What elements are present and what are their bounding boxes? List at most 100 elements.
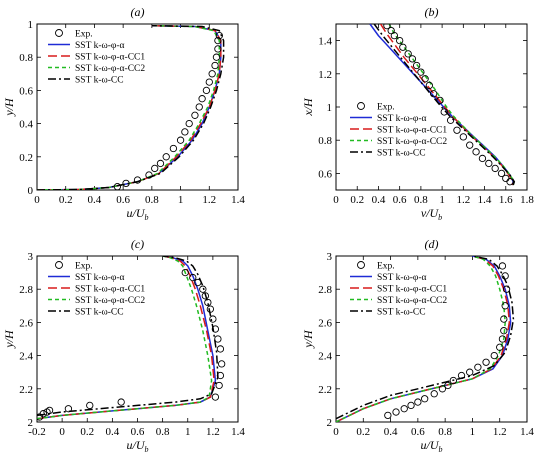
exp-data-point bbox=[478, 154, 487, 163]
exp-data-point bbox=[421, 75, 429, 83]
series-line-cc1 bbox=[37, 24, 222, 190]
y-tick-label: 3 bbox=[327, 251, 333, 263]
y-tick-label: 2.4 bbox=[318, 351, 332, 363]
x-tick-label: 0.6 bbox=[116, 194, 130, 206]
x-tick-label: 0.2 bbox=[356, 426, 370, 438]
exp-data-point bbox=[421, 395, 429, 403]
legend-label-exp: Exp. bbox=[377, 262, 395, 272]
y-tick-label: 1 bbox=[327, 102, 333, 114]
x-tick-label: 1.2 bbox=[493, 426, 507, 438]
y-tick-label: 0.4 bbox=[19, 119, 33, 131]
series-line-cc2 bbox=[37, 256, 213, 420]
x-tick-label: 0.4 bbox=[384, 426, 398, 438]
exp-data-point bbox=[457, 371, 466, 380]
exp-data-point bbox=[383, 24, 391, 30]
y-axis-label: y/H bbox=[2, 97, 16, 117]
x-axis-label: v/Ub bbox=[421, 206, 442, 222]
x-axis-label: u/Ub bbox=[127, 206, 149, 222]
legend-label-cc: SST k-ω-CC bbox=[377, 149, 426, 159]
exp-data-point bbox=[214, 45, 222, 53]
exp-data-point bbox=[414, 398, 422, 406]
exp-data-point bbox=[209, 315, 217, 323]
exp-data-point bbox=[169, 144, 178, 153]
y-tick-label: 1 bbox=[28, 19, 34, 31]
exp-data-point bbox=[215, 381, 223, 390]
exp-data-point bbox=[490, 351, 498, 360]
x-tick-label: 0.8 bbox=[414, 194, 428, 206]
y-tick-label: 0.2 bbox=[19, 152, 33, 164]
exp-data-point bbox=[417, 68, 425, 76]
exp-data-point bbox=[425, 81, 434, 90]
exp-data-point bbox=[218, 360, 226, 368]
exp-data-point bbox=[407, 401, 415, 410]
exp-data-point bbox=[204, 298, 212, 307]
exp-data-point bbox=[194, 278, 202, 287]
legend-label-cc: SST k-ω-CC bbox=[377, 308, 426, 318]
exp-data-point bbox=[502, 174, 510, 183]
exp-data-point bbox=[400, 405, 408, 413]
exp-data-point bbox=[429, 90, 438, 98]
x-tick-label: 0.2 bbox=[80, 426, 94, 438]
y-tick-label: 2 bbox=[28, 417, 34, 429]
series-line-cc2 bbox=[336, 256, 506, 422]
y-axis-label: y/H bbox=[2, 329, 16, 349]
exp-data-point bbox=[404, 50, 412, 58]
plot-area bbox=[37, 256, 226, 421]
legend-symbol-exp bbox=[55, 29, 63, 37]
x-tick-label: 1 bbox=[185, 426, 191, 438]
exp-data-point bbox=[198, 95, 206, 103]
exp-data-point bbox=[162, 153, 170, 161]
series-line-cc bbox=[336, 256, 515, 420]
exp-data-point bbox=[444, 381, 452, 390]
legend-label-cc1: SST k-ω-φ-α-CC1 bbox=[75, 285, 145, 295]
x-tick-label: 0.8 bbox=[145, 194, 159, 206]
plot-frame bbox=[335, 255, 528, 423]
exp-data-point bbox=[500, 315, 508, 323]
exp-data-point bbox=[440, 108, 448, 116]
exp-data-point bbox=[485, 159, 493, 168]
x-tick-label: 1.2 bbox=[206, 426, 220, 438]
y-tick-label: 2.4 bbox=[19, 351, 33, 363]
panel-label: (c) bbox=[131, 237, 144, 251]
legend-label-cc: SST k-ω-CC bbox=[75, 308, 124, 318]
y-tick-label: 0.6 bbox=[19, 85, 33, 97]
exp-data-point bbox=[501, 302, 509, 310]
x-tick-label: 0.8 bbox=[438, 426, 452, 438]
x-tick-label: 0.6 bbox=[411, 426, 425, 438]
exp-data-point bbox=[64, 405, 73, 413]
y-tick-label: 2.2 bbox=[19, 384, 33, 396]
x-tick-label: 0.4 bbox=[88, 194, 102, 206]
x-tick-label: 1.2 bbox=[456, 194, 470, 206]
exp-data-point bbox=[211, 393, 220, 401]
exp-data-point bbox=[215, 31, 223, 40]
x-tick-label: 1.4 bbox=[231, 194, 245, 206]
exp-data-point bbox=[181, 128, 189, 136]
exp-data-point bbox=[45, 406, 54, 415]
x-tick-label: 1 bbox=[178, 194, 184, 206]
exp-data-point bbox=[436, 96, 444, 105]
series-line-cc1 bbox=[379, 24, 515, 186]
x-tick-label: 0 bbox=[333, 426, 339, 438]
legend-label-a: SST k-ω-φ-α bbox=[75, 41, 125, 51]
series-line-cc bbox=[37, 24, 225, 190]
y-tick-label: 2.8 bbox=[19, 284, 33, 296]
y-tick-label: 2.8 bbox=[318, 284, 332, 296]
exp-data-point bbox=[195, 103, 203, 111]
exp-data-point bbox=[491, 164, 499, 173]
legend-label-a: SST k-ω-φ-α bbox=[377, 114, 427, 124]
exp-data-point bbox=[390, 31, 399, 40]
x-axis-label: u/Ub bbox=[127, 438, 149, 454]
x-tick-label: 0.6 bbox=[393, 194, 407, 206]
y-tick-label: 3 bbox=[28, 251, 34, 263]
legend-label-a: SST k-ω-φ-α bbox=[75, 273, 125, 283]
exp-data-point bbox=[459, 133, 467, 141]
x-tick-label: -0.2 bbox=[28, 426, 45, 438]
x-tick-label: 1.4 bbox=[520, 426, 534, 438]
exp-data-point bbox=[122, 179, 130, 188]
legend-label-cc2: SST k-ω-φ-α-CC2 bbox=[75, 296, 145, 306]
x-tick-label: 0.2 bbox=[350, 194, 364, 206]
exp-data-point bbox=[216, 345, 225, 353]
exp-data-point bbox=[449, 376, 457, 385]
exp-data-point bbox=[39, 410, 47, 418]
exp-data-point bbox=[472, 148, 480, 156]
